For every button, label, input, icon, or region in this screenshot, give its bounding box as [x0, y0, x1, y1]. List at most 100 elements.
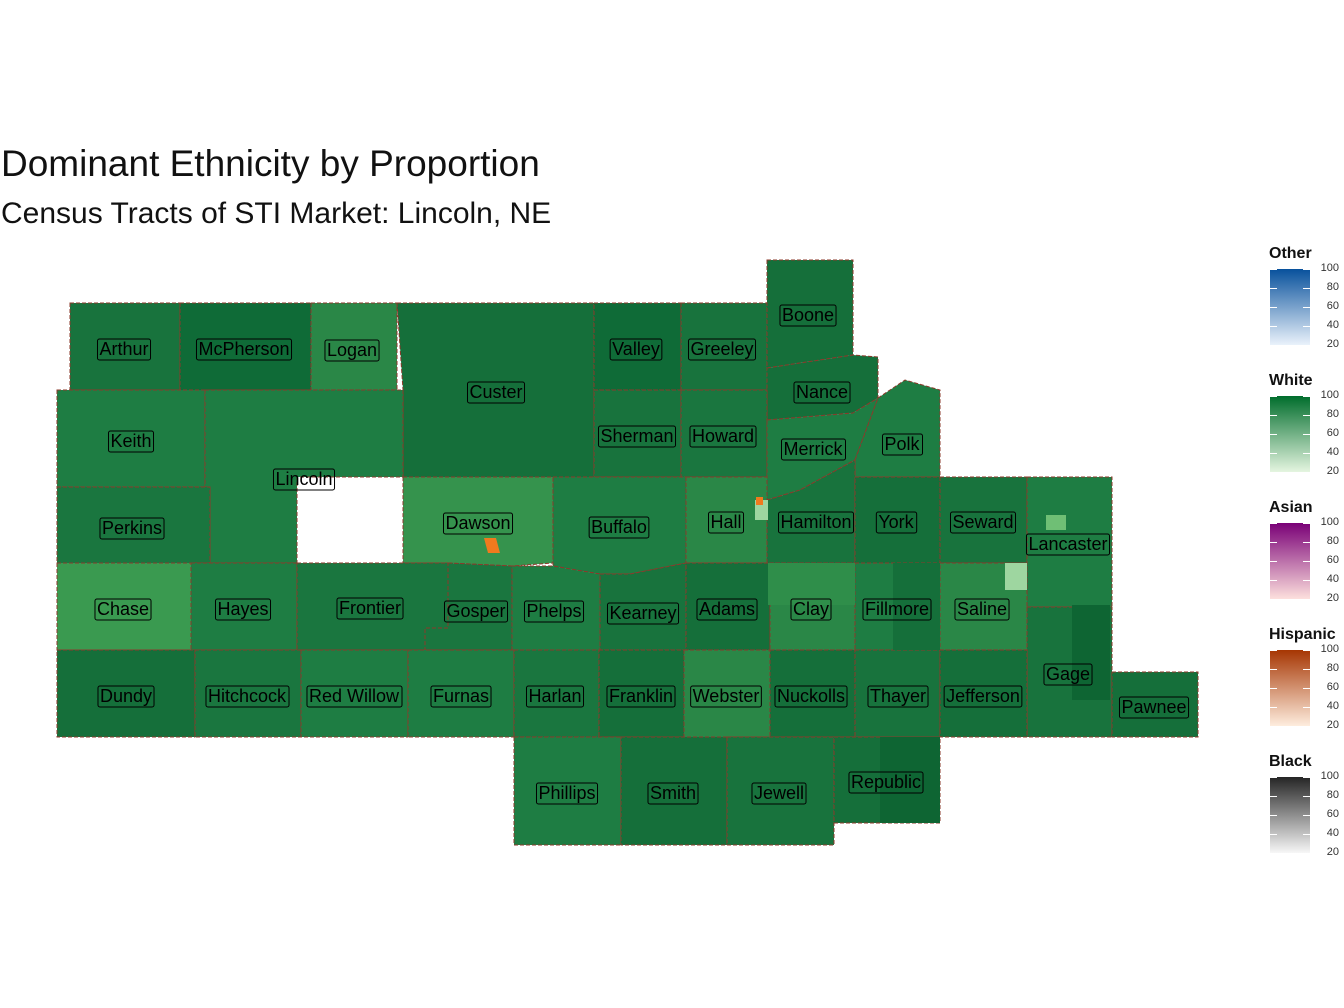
- county-label-text: Nance: [796, 382, 848, 402]
- county-label-text: Red Willow: [309, 686, 400, 706]
- county-label-box: [606, 602, 680, 625]
- legend-tick-mark: [1270, 650, 1277, 651]
- county-label-jefferson: Jefferson: [943, 685, 1023, 708]
- legend-tick-mark: [1270, 542, 1277, 543]
- county-label-box: [195, 338, 293, 361]
- legend-tick-mark: [1303, 326, 1310, 327]
- county-label-kearney: Kearney: [606, 602, 680, 625]
- county-label-box: [707, 511, 745, 534]
- county-keith: [56, 389, 206, 488]
- county-label-text: Seward: [952, 512, 1013, 532]
- county-label-text: Pawnee: [1121, 697, 1186, 717]
- tract-highlight: [1072, 605, 1110, 700]
- county-label-box: [777, 511, 855, 534]
- legend-tick-label: 20: [1326, 465, 1339, 477]
- county-label-box: [1043, 663, 1093, 686]
- legend-tick-mark: [1303, 796, 1310, 797]
- county-label-box: [523, 600, 585, 623]
- legend-tick-mark: [1270, 561, 1277, 562]
- legend-body: 100 80 60 40 20: [1262, 770, 1344, 861]
- legend-body: 100 80 60 40 20: [1262, 389, 1344, 480]
- county-label-box: [430, 685, 492, 708]
- tract-highlight: [880, 737, 940, 823]
- county-label-box: [790, 598, 832, 621]
- county-label-logan: Logan: [324, 339, 380, 362]
- county-label-text: Saline: [957, 599, 1007, 619]
- county-label-phelps: Phelps: [523, 600, 585, 623]
- legend-tick-mark: [1303, 650, 1310, 651]
- legend-tick-mark: [1270, 307, 1277, 308]
- legend-tick-label: 40: [1326, 446, 1339, 458]
- legend-tick-mark: [1303, 345, 1310, 346]
- county-label-mcpherson: McPherson: [195, 338, 293, 361]
- county-label-text: Greeley: [690, 339, 753, 359]
- legend-title: Black: [1269, 753, 1312, 770]
- county-label-box: [214, 598, 272, 621]
- county-label-text: Valley: [612, 339, 660, 359]
- county-label-dundy: Dundy: [97, 685, 155, 708]
- county-label-text: Franklin: [609, 686, 673, 706]
- county-label-text: Arthur: [99, 339, 148, 359]
- county-label-clay: Clay: [790, 598, 832, 621]
- county-label-text: Sherman: [600, 426, 673, 446]
- tract-highlights: [484, 497, 1110, 823]
- legend-tick-label: 100: [1320, 643, 1339, 655]
- county-label-text: Jewell: [754, 783, 804, 803]
- legend-tick-mark: [1270, 288, 1277, 289]
- county-label-box: [442, 512, 514, 535]
- county-label-text: Gage: [1046, 664, 1090, 684]
- county-label-phillips: Phillips: [535, 782, 599, 805]
- legend-tick-mark: [1270, 853, 1277, 854]
- legend-tick-label: 60: [1326, 554, 1339, 566]
- tract-highlight: [768, 563, 855, 605]
- legend-tick-label: 20: [1326, 338, 1339, 350]
- legend-body: 100 80 60 40 20: [1262, 516, 1344, 607]
- county-label-box: [687, 338, 757, 361]
- county-label-text: Hall: [710, 512, 741, 532]
- county-label-box: [862, 598, 932, 621]
- county-label-box: [751, 782, 807, 805]
- county-label-box: [205, 685, 290, 708]
- county-label-harlan: Harlan: [525, 685, 585, 708]
- legend-tick-mark: [1270, 472, 1277, 473]
- county-label-lancaster: Lancaster: [1025, 533, 1111, 556]
- legend-tick-mark: [1303, 453, 1310, 454]
- county-label-jewell: Jewell: [751, 782, 807, 805]
- county-label-box: [954, 598, 1010, 621]
- county-jewell: [726, 736, 835, 846]
- county-label-box: [781, 438, 846, 461]
- county-label-webster: Webster: [690, 685, 762, 708]
- county-label-adams: Adams: [696, 598, 758, 621]
- legend-tick-label: 60: [1326, 808, 1339, 820]
- county-jefferson: [939, 649, 1028, 738]
- county-label-box: [588, 516, 650, 539]
- county-label-text: Nuckolls: [777, 686, 845, 706]
- county-label-text: Republic: [851, 772, 921, 792]
- legend-tick-mark: [1270, 523, 1277, 524]
- legend-tick-mark: [1270, 669, 1277, 670]
- legend-title: Hispanic: [1269, 626, 1336, 643]
- legend-tick-mark: [1270, 415, 1277, 416]
- county-label-text: Polk: [884, 434, 920, 454]
- legend-tick-mark: [1270, 345, 1277, 346]
- legend-tick-mark: [1303, 726, 1310, 727]
- legend-tick-mark: [1303, 472, 1310, 473]
- county-label-boone: Boone: [779, 304, 837, 327]
- county-label-text: Lincoln: [275, 469, 332, 489]
- county-label-box: [525, 685, 585, 708]
- legend-tick-mark: [1270, 834, 1277, 835]
- county-label-box: [94, 598, 152, 621]
- tract-highlight: [1046, 515, 1066, 530]
- legend-tick-mark: [1303, 580, 1310, 581]
- county-label-text: Smith: [650, 783, 696, 803]
- legend-hispanic: Hispanic 100 80 60 40 20: [1262, 626, 1344, 734]
- county-label-hitchcock: Hitchcock: [205, 685, 290, 708]
- county-label-perkins: Perkins: [99, 517, 165, 540]
- county-label-text: Boone: [782, 305, 834, 325]
- legend-tick-mark: [1303, 415, 1310, 416]
- county-label-text: Adams: [699, 599, 755, 619]
- map-title: Dominant Ethnicity by Proportion: [1, 143, 540, 184]
- legend-tick-label: 80: [1326, 535, 1339, 547]
- legend-tick-mark: [1303, 288, 1310, 289]
- county-label-arthur: Arthur: [96, 338, 152, 361]
